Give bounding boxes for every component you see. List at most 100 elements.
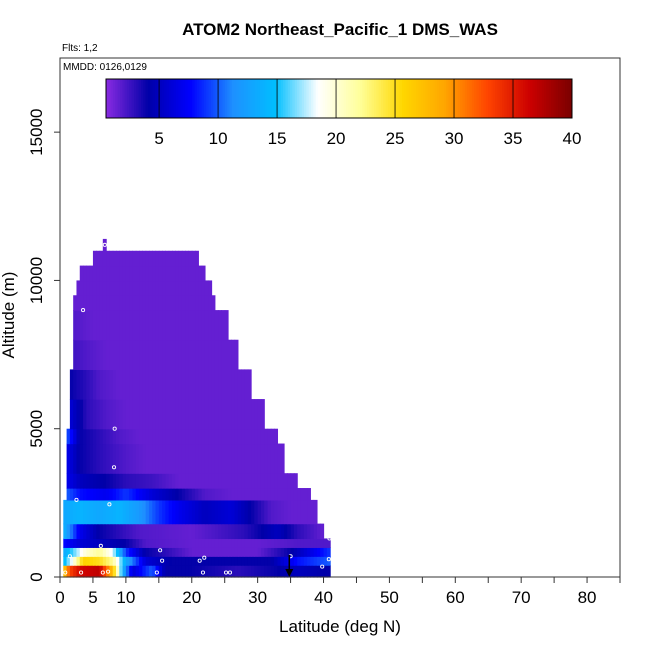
heatmap-cell [165,399,170,430]
heatmap-cell [106,295,111,311]
heatmap-cell [89,280,94,296]
heatmap-cell [79,523,84,540]
heatmap-cell [139,473,143,489]
heatmap-cell [228,399,232,430]
heatmap-cell [132,499,137,525]
heatmap-cell [99,547,104,557]
heatmap-cell [270,473,275,489]
heatmap-cell [92,556,97,566]
heatmap-cell [274,523,279,540]
heatmap-band [66,473,298,489]
heatmap-cell [158,250,163,267]
heatmap-cell [303,565,308,578]
heatmap-cell [287,523,292,540]
heatmap-cell [218,547,223,557]
heatmap-cell [195,523,199,540]
colorbar-segment [441,79,445,118]
heatmap-cell [99,538,104,548]
heatmap-cell [221,565,226,578]
sample-point [327,536,332,541]
colorbar-tick-label: 20 [327,129,346,148]
colorbar-segment [427,79,431,118]
heatmap-cell [79,499,84,525]
heatmap-cell [92,369,97,400]
heatmap-cell [102,295,107,311]
heatmap-cell [122,473,127,489]
heatmap-cell [185,280,190,296]
y-tick-label: 5000 [27,410,46,448]
heatmap-cell [181,443,186,474]
heatmap-cell [102,428,107,445]
heatmap-cell [132,369,137,400]
colorbar-segment [189,79,193,118]
heatmap-cell [119,556,124,566]
heatmap-cell [191,499,196,525]
heatmap-cell [99,428,104,445]
heatmap-cell [181,538,186,548]
heatmap-cell [237,565,242,578]
heatmap-cell [237,499,242,525]
heatmap-cell [132,339,137,370]
sample-point [154,570,159,575]
heatmap-cell [267,538,272,548]
heatmap-cell [142,428,147,445]
heatmap-cell [106,538,111,548]
heatmap-cell [297,499,302,525]
heatmap-cell [116,399,120,430]
heatmap-cell [313,538,318,548]
heatmap-cell [178,428,183,445]
heatmap-cell [218,565,223,578]
heatmap-cell [204,499,209,525]
colorbar-segment [301,79,305,118]
heatmap-cell [257,399,262,430]
colorbar-segment [483,79,487,118]
heatmap-cell [125,556,130,566]
heatmap-cell [185,556,190,566]
heatmap-cell [69,538,74,548]
heatmap-cell [191,473,196,489]
heatmap-cell [241,556,246,566]
heatmap-cell [155,250,160,267]
colorbar-segment [238,79,242,118]
heatmap-cell [201,399,206,430]
heatmap-cell [244,523,249,540]
heatmap-cell [129,565,134,578]
heatmap-cell [158,339,163,370]
heatmap-cell [178,399,183,430]
colorbar-segment [432,79,436,118]
heatmap-cell [125,499,130,525]
colorbar-segment [551,79,554,118]
heatmap-cell [185,250,190,267]
heatmap-cell [320,547,325,557]
heatmap-cell [316,538,321,548]
heatmap-cell [119,265,124,282]
heatmap-cell [139,295,143,311]
sample-point [67,554,72,559]
heatmap-cell [254,399,259,430]
heatmap-cell [178,250,183,267]
heatmap-cell [178,556,183,566]
heatmap-cell [231,538,236,548]
sample-point [111,465,117,470]
heatmap-cell [214,547,219,557]
heatmap-cell [116,473,120,489]
heatmap-cell [267,428,272,445]
heatmap-cell [96,565,101,578]
heatmap-cell [83,556,87,566]
heatmap-cell [125,369,130,400]
colorbar-segment [157,79,161,118]
colorbar-segment [171,79,175,118]
heatmap-cell [181,369,186,400]
heatmap-cell [181,523,186,540]
heatmap-cell [76,443,81,474]
heatmap-cell [195,399,199,430]
heatmap-cell [73,473,78,489]
colorbar-segment [336,79,340,118]
heatmap-cell [129,339,134,370]
heatmap-cell [76,295,81,311]
heatmap-cell [165,538,170,548]
heatmap-cell [155,280,160,296]
heatmap-cell [234,547,239,557]
heatmap-cell [119,399,124,430]
heatmap-cell [172,310,176,341]
